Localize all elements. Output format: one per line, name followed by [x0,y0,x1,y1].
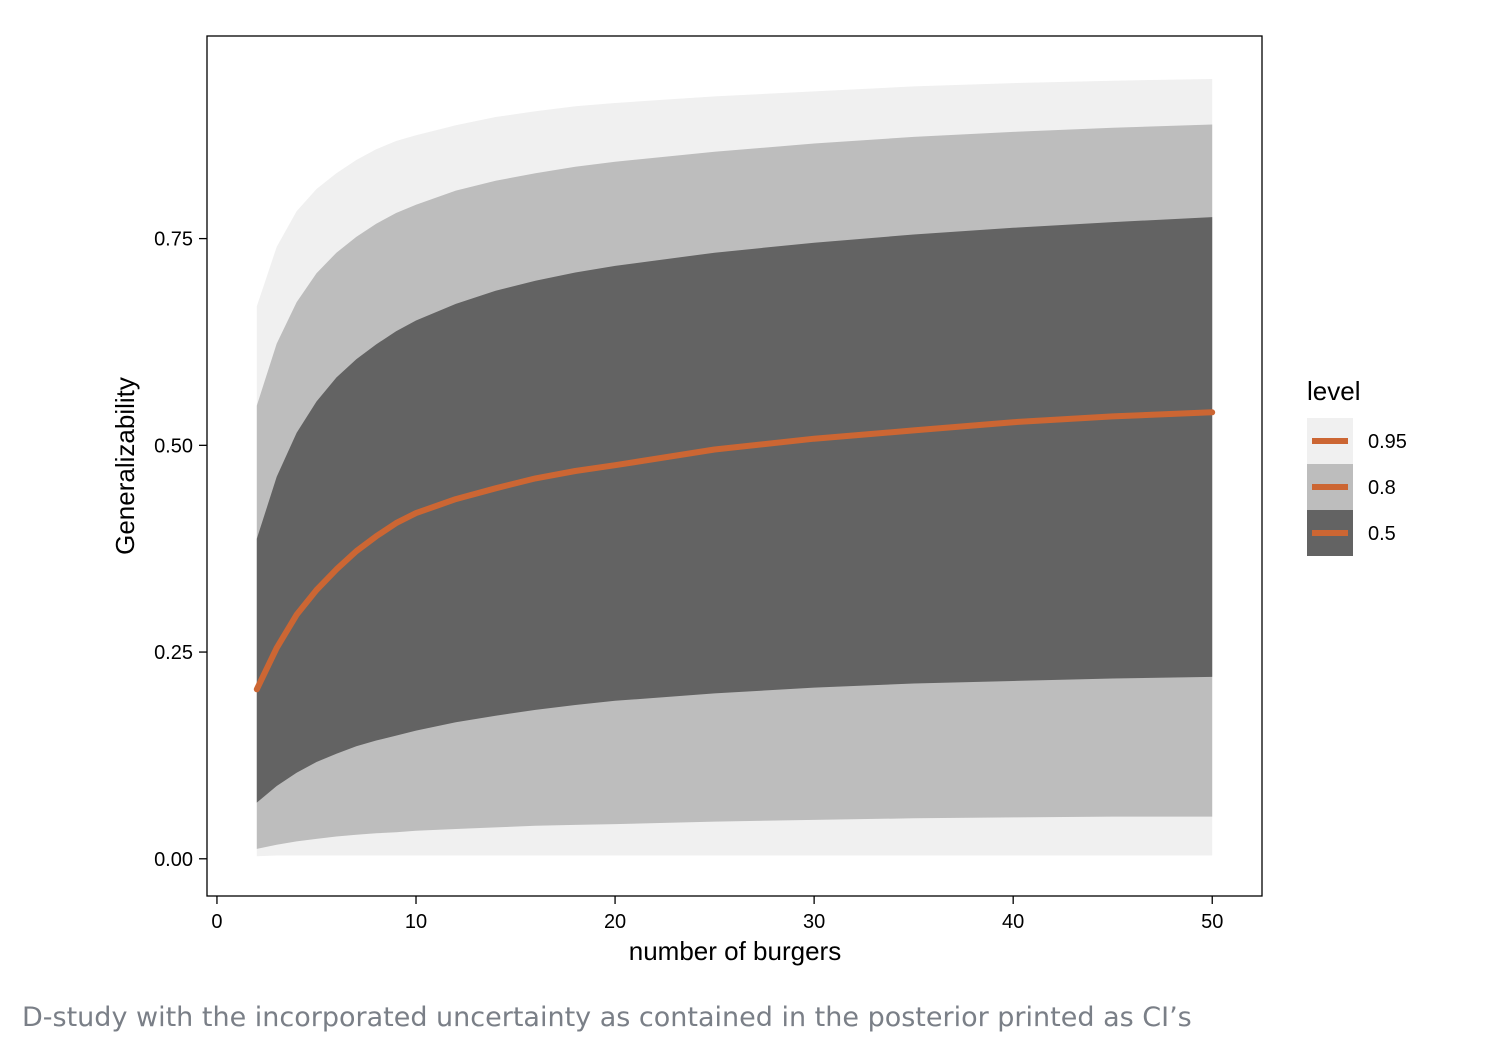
x-tick-label: 20 [604,911,626,933]
median-line [253,409,1216,693]
legend-label: 0.95 [1368,431,1407,453]
y-tick-label: 0.50 [154,435,193,457]
plot-panel-border [206,35,1263,897]
y-tick-label: 0.25 [154,642,193,664]
median-line-layer [253,409,1216,693]
legend-label: 0.5 [1368,523,1396,545]
x-tick-label: 10 [405,911,427,933]
legend-label: 0.8 [1368,477,1396,499]
y-tick-label: 0.75 [154,229,193,251]
band-0-5 [256,217,1213,803]
x-tick-label: 30 [803,911,825,933]
figure-caption: D-study with the incorporated uncertaint… [22,1002,1192,1033]
bands-layer [256,79,1213,857]
x-axis: 0 10 20 30 40 50 [211,896,1223,933]
x-tick-label: 0 [211,911,222,933]
x-axis-label: number of burgers [629,936,841,966]
y-axis-label: Generalizability [110,377,140,555]
legend-title: level [1307,376,1360,406]
x-tick-label: 40 [1002,911,1024,933]
x-tick-label: 50 [1201,911,1223,933]
y-axis: 0.00 0.25 0.50 0.75 [154,229,207,871]
y-tick-label: 0.00 [154,849,193,871]
chart: 0 10 20 30 40 50 0.00 0.25 0.50 0.75 number of b… [110,35,1407,966]
legend: level 0.95 0.8 0.5 [1307,376,1407,556]
